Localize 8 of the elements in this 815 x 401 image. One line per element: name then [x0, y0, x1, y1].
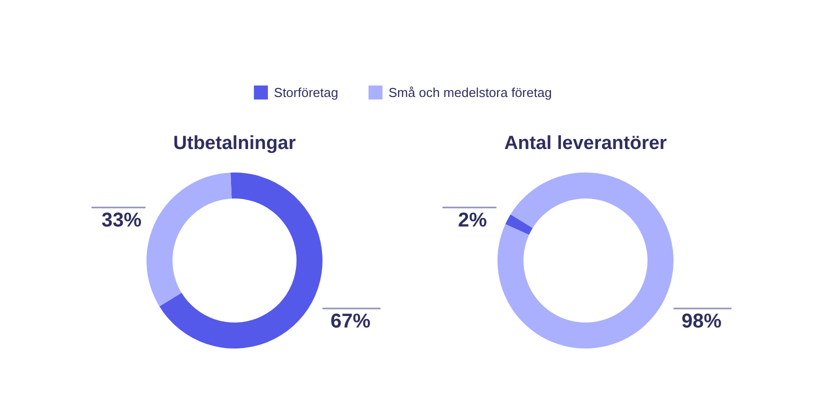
chart-title: Antal leverantörer: [504, 133, 668, 154]
legend-label: Storföretag: [274, 85, 338, 100]
data-label: 67%: [330, 310, 371, 332]
data-label: 33%: [101, 210, 142, 232]
data-label: 2%: [458, 210, 488, 232]
data-label: 98%: [681, 310, 722, 332]
legend-label: Små och medelstora företag: [388, 85, 552, 100]
text: Utbetalningar: [173, 133, 296, 154]
